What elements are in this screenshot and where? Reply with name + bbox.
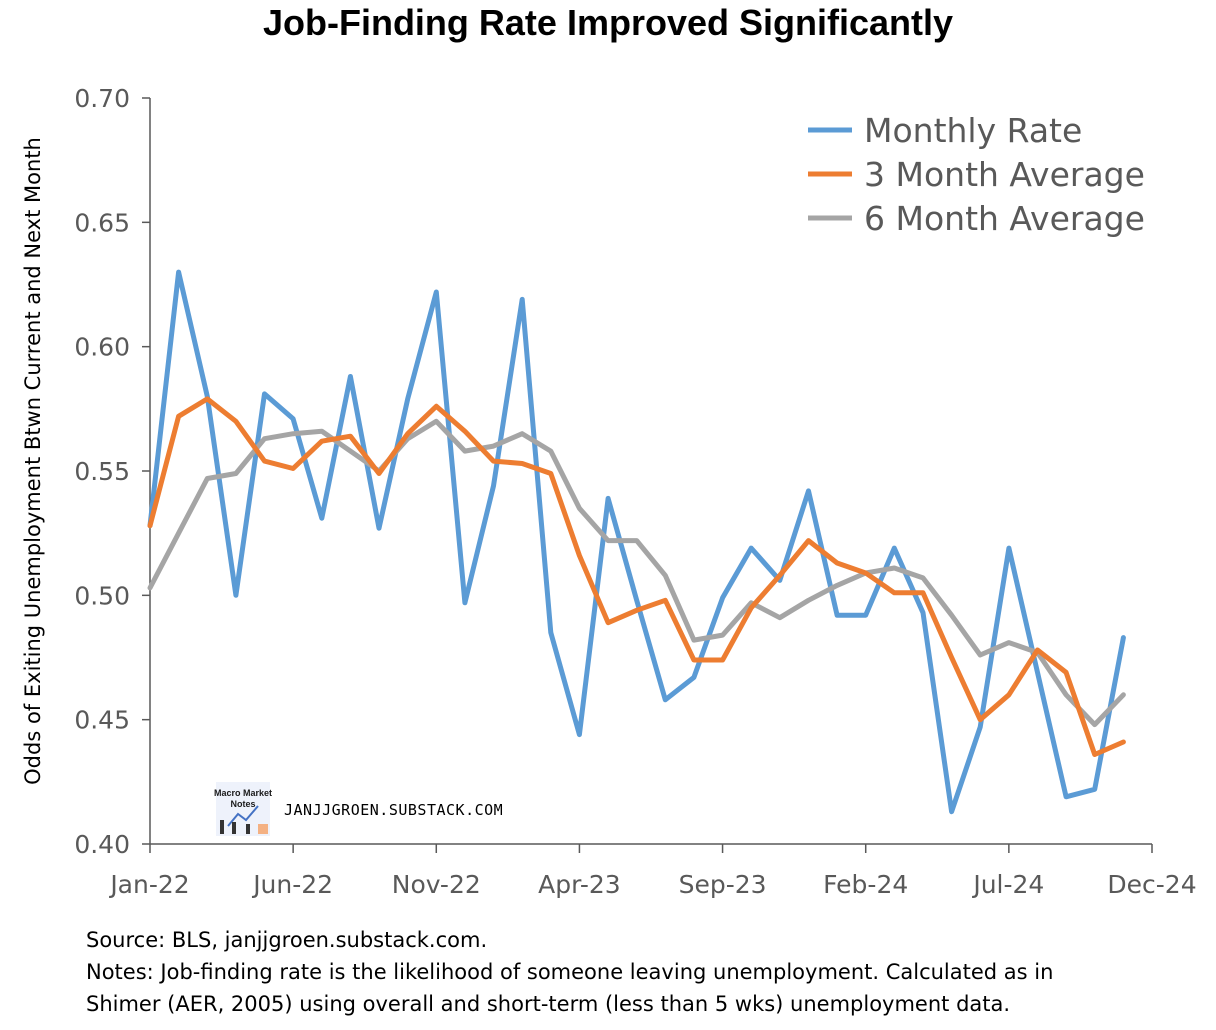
y-tick-label: 0.50 [74, 581, 130, 610]
x-tick-label: Jun-22 [251, 870, 333, 899]
logo-figure-icon [246, 824, 250, 834]
y-axis: 0.40 0.45 0.50 0.55 0.60 0.65 0.70 [74, 84, 151, 859]
y-tick-label: 0.60 [74, 333, 130, 362]
logo-arrow-icon [227, 805, 259, 827]
y-tick-label: 0.40 [74, 830, 130, 859]
x-tick-label: Feb-24 [823, 870, 908, 899]
y-tick-label: 0.55 [74, 457, 130, 486]
x-tick-label: Dec-24 [1107, 870, 1196, 899]
notes-line-2: Shimer (AER, 2005) using overall and sho… [86, 992, 1011, 1016]
watermark: JANJJGROEN.SUBSTACK.COM [284, 801, 503, 819]
y-tick-label: 0.45 [74, 706, 130, 735]
logo-text-line-2: Notes [230, 799, 255, 809]
series-line-avg3 [147, 396, 1126, 757]
series-lines [147, 269, 1126, 815]
line-chart: 0.40 0.45 0.50 0.55 0.60 0.65 0.70 Jan-22 Jun-2… [21, 84, 1197, 899]
series-line-monthly [147, 269, 1126, 815]
legend-label-avg3: 3 Month Average [864, 155, 1145, 194]
x-tick-label: Jul-24 [971, 870, 1044, 899]
x-tick-label: Nov-22 [392, 870, 481, 899]
logo: Macro Market Notes [214, 782, 272, 836]
y-axis-label: Odds of Exiting Unemployment Btwn Curren… [21, 137, 45, 785]
chart-title: Job-Finding Rate Improved Significantly [262, 2, 954, 43]
x-tick-label: Sep-23 [679, 870, 767, 899]
legend: Monthly Rate 3 Month Average 6 Month Avera… [808, 111, 1145, 238]
source-note: Source: BLS, janjjgroen.substack.com. [86, 928, 488, 952]
y-tick-label: 0.70 [74, 84, 130, 113]
logo-figure-icon [232, 822, 236, 834]
chart-notes: Source: BLS, janjjgroen.substack.com. No… [86, 924, 1186, 1020]
logo-figure-icon [220, 820, 224, 834]
legend-label-monthly: Monthly Rate [864, 111, 1082, 150]
logo-box-icon [258, 824, 268, 834]
y-tick-label: 0.65 [74, 208, 130, 237]
x-tick-label: Apr-23 [538, 870, 620, 899]
x-axis: Jan-22 Jun-22 Nov-22 Apr-23 Sep-23 Feb-24 Jul-… [108, 843, 1197, 899]
series-line-avg6 [147, 418, 1126, 728]
x-tick-label: Jan-22 [108, 870, 189, 899]
logo-text-line-1: Macro Market [214, 788, 272, 798]
legend-label-avg6: 6 Month Average [864, 199, 1145, 238]
notes-line-1: Notes: Job-finding rate is the likelihoo… [86, 960, 1054, 984]
